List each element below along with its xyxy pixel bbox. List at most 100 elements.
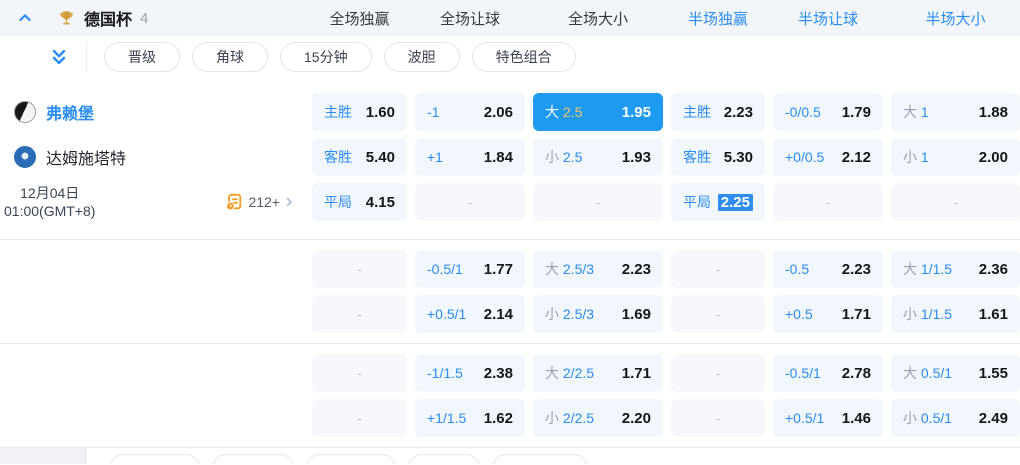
odds-cell[interactable]: - [671,250,765,288]
odds-value: 1.84 [483,148,513,166]
market-column-0[interactable]: 全场独赢 [329,10,390,28]
league-header-bar: 德国杯 4 全场独赢 全场让球 全场大小 半场独赢 半场让球 半场大小 [0,0,1020,36]
market-column-5[interactable]: 半场大小 [925,10,986,28]
odds-value: 1.88 [978,103,1008,121]
odds-cell[interactable]: 大 0.5/1 1.55 [891,354,1020,392]
chevron-right-icon [286,197,292,207]
market-column-1[interactable]: 全场让球 [439,10,500,28]
odds-label: -1/1.5 [427,365,463,381]
empty-dash: - [825,194,831,210]
odds-value: 1.77 [483,260,513,278]
odds-value: 1.93 [621,148,651,166]
next-match-filter-pill[interactable] [110,454,200,464]
odds-cell[interactable]: -1 2.06 [415,93,525,131]
empty-dash: - [357,365,362,381]
odds-label: 小 2.5/3 [545,306,595,322]
odds-cell[interactable]: +0.5/1 2.14 [415,295,525,333]
odds-cell[interactable]: 小 0.5/1 2.49 [891,399,1020,437]
odds-label: 大 0.5/1 [903,365,953,381]
odds-cell[interactable]: - [312,399,407,437]
odds-cell[interactable]: 小 1/1.5 1.61 [891,295,1020,333]
odds-cell[interactable]: 小 1 2.00 [891,138,1020,176]
odds-cell[interactable]: 大 2/2.5 1.71 [533,354,663,392]
more-markets-count: 212+ [248,194,280,210]
vertical-divider [86,42,87,72]
filter-pill-4[interactable]: 特色组合 [471,42,576,72]
odds-value: 1.71 [841,305,871,323]
odds-cell[interactable]: -0.5/1 2.78 [773,354,883,392]
odds-cell[interactable]: - [671,399,765,437]
odds-label: +0.5/1 [785,410,825,426]
odds-cell[interactable]: 小 2.5 1.93 [533,138,663,176]
market-column-4[interactable]: 半场让球 [797,10,858,28]
odds-label: -1 [427,104,440,120]
next-match-filter-pill[interactable] [408,454,480,464]
odds-label: 大 1/1.5 [903,261,953,277]
odds-cell[interactable]: - [312,250,407,288]
filter-pill-1[interactable]: 角球 [192,42,268,72]
odds-value: 2.23 [621,260,651,278]
odds-label: 大 2.5/3 [545,261,595,277]
empty-dash: - [715,410,721,426]
odds-cell[interactable]: -1/1.5 2.38 [415,354,525,392]
odds-grid-2: - -1/1.5 2.38 大 2/2.5 1.71 - -0.5/1 2.78 大 0.5/1… [312,354,1020,437]
odds-cell[interactable]: +0/0.5 2.12 [773,138,883,176]
odds-cell[interactable]: +1 1.84 [415,138,525,176]
next-match-filter-pill[interactable] [212,454,294,464]
market-columns: 全场独赢 全场让球 全场大小 半场独赢 半场让球 半场大小 [312,8,1020,29]
next-match-partial-row [0,447,1020,464]
odds-cell[interactable]: 客胜 5.30 [671,138,765,176]
odds-cell[interactable]: 大 2.5/3 2.23 [533,250,663,288]
odds-label: 小 1 [903,149,929,165]
odds-cell[interactable]: 大 1 1.88 [891,93,1020,131]
more-markets-link[interactable]: 212+ [225,193,295,211]
odds-cell[interactable]: 大 1/1.5 2.36 [891,250,1020,288]
odds-cell[interactable]: 平局 2.25 [671,183,765,221]
expand-double-chevron-down-icon[interactable] [49,47,69,67]
empty-dash: - [357,410,362,426]
odds-label: -0.5/1 [427,261,463,277]
filter-pill-3[interactable]: 波胆 [383,42,460,72]
odds-cell[interactable]: 大 2.5 1.95 [533,93,663,131]
odds-cell[interactable]: +1/1.5 1.62 [415,399,525,437]
filter-pill-0[interactable]: 晋级 [104,42,180,72]
odds-label: 小 2/2.5 [545,410,595,426]
odds-cell[interactable]: +0.5/1 1.46 [773,399,883,437]
odds-value: 2.25 [717,193,753,211]
odds-cell[interactable]: +0.5 1.71 [773,295,883,333]
filter-bar: 晋级 角球 15分钟 波胆 特色组合 [0,36,1020,78]
odds-cell[interactable]: 主胜 2.23 [671,93,765,131]
odds-label: +0.5 [785,306,813,322]
league-header-left: 德国杯 4 [0,6,312,30]
odds-cell[interactable]: -0.5 2.23 [773,250,883,288]
odds-cell[interactable]: - [415,183,525,221]
odds-cell[interactable]: - [671,295,765,333]
odds-cell[interactable]: 平局 4.15 [312,183,407,221]
spacer-left [0,354,312,437]
next-match-filter-pill[interactable] [492,454,588,464]
market-column-3[interactable]: 半场独赢 [687,10,748,28]
odds-cell[interactable]: 客胜 5.40 [312,138,407,176]
odds-value: 1.46 [841,409,871,427]
odds-cell[interactable]: - [312,295,407,333]
filter-pill-2[interactable]: 15分钟 [280,42,372,72]
odds-cell[interactable]: 主胜 1.60 [312,93,407,131]
odds-value: 1.69 [621,305,651,323]
away-team-logo [14,146,36,168]
collapse-chevron-up-icon[interactable] [16,9,34,27]
odds-cell[interactable]: - [312,354,407,392]
odds-cell[interactable]: - [891,183,1020,221]
odds-cell[interactable]: - [533,183,663,221]
next-match-filter-pill[interactable] [306,454,396,464]
odds-cell[interactable]: -0.5/1 1.77 [415,250,525,288]
odds-label: 平局 [324,194,352,210]
odds-cell[interactable]: - [671,354,765,392]
markets-list-clock-icon [226,193,242,211]
odds-cell[interactable]: - [773,183,883,221]
odds-label: 主胜 [683,104,711,120]
odds-cell[interactable]: -0/0.5 1.79 [773,93,883,131]
odds-cell[interactable]: 小 2.5/3 1.69 [533,295,663,333]
odds-value: 1.62 [483,409,513,427]
market-column-2[interactable]: 全场大小 [567,10,628,28]
odds-cell[interactable]: 小 2/2.5 2.20 [533,399,663,437]
